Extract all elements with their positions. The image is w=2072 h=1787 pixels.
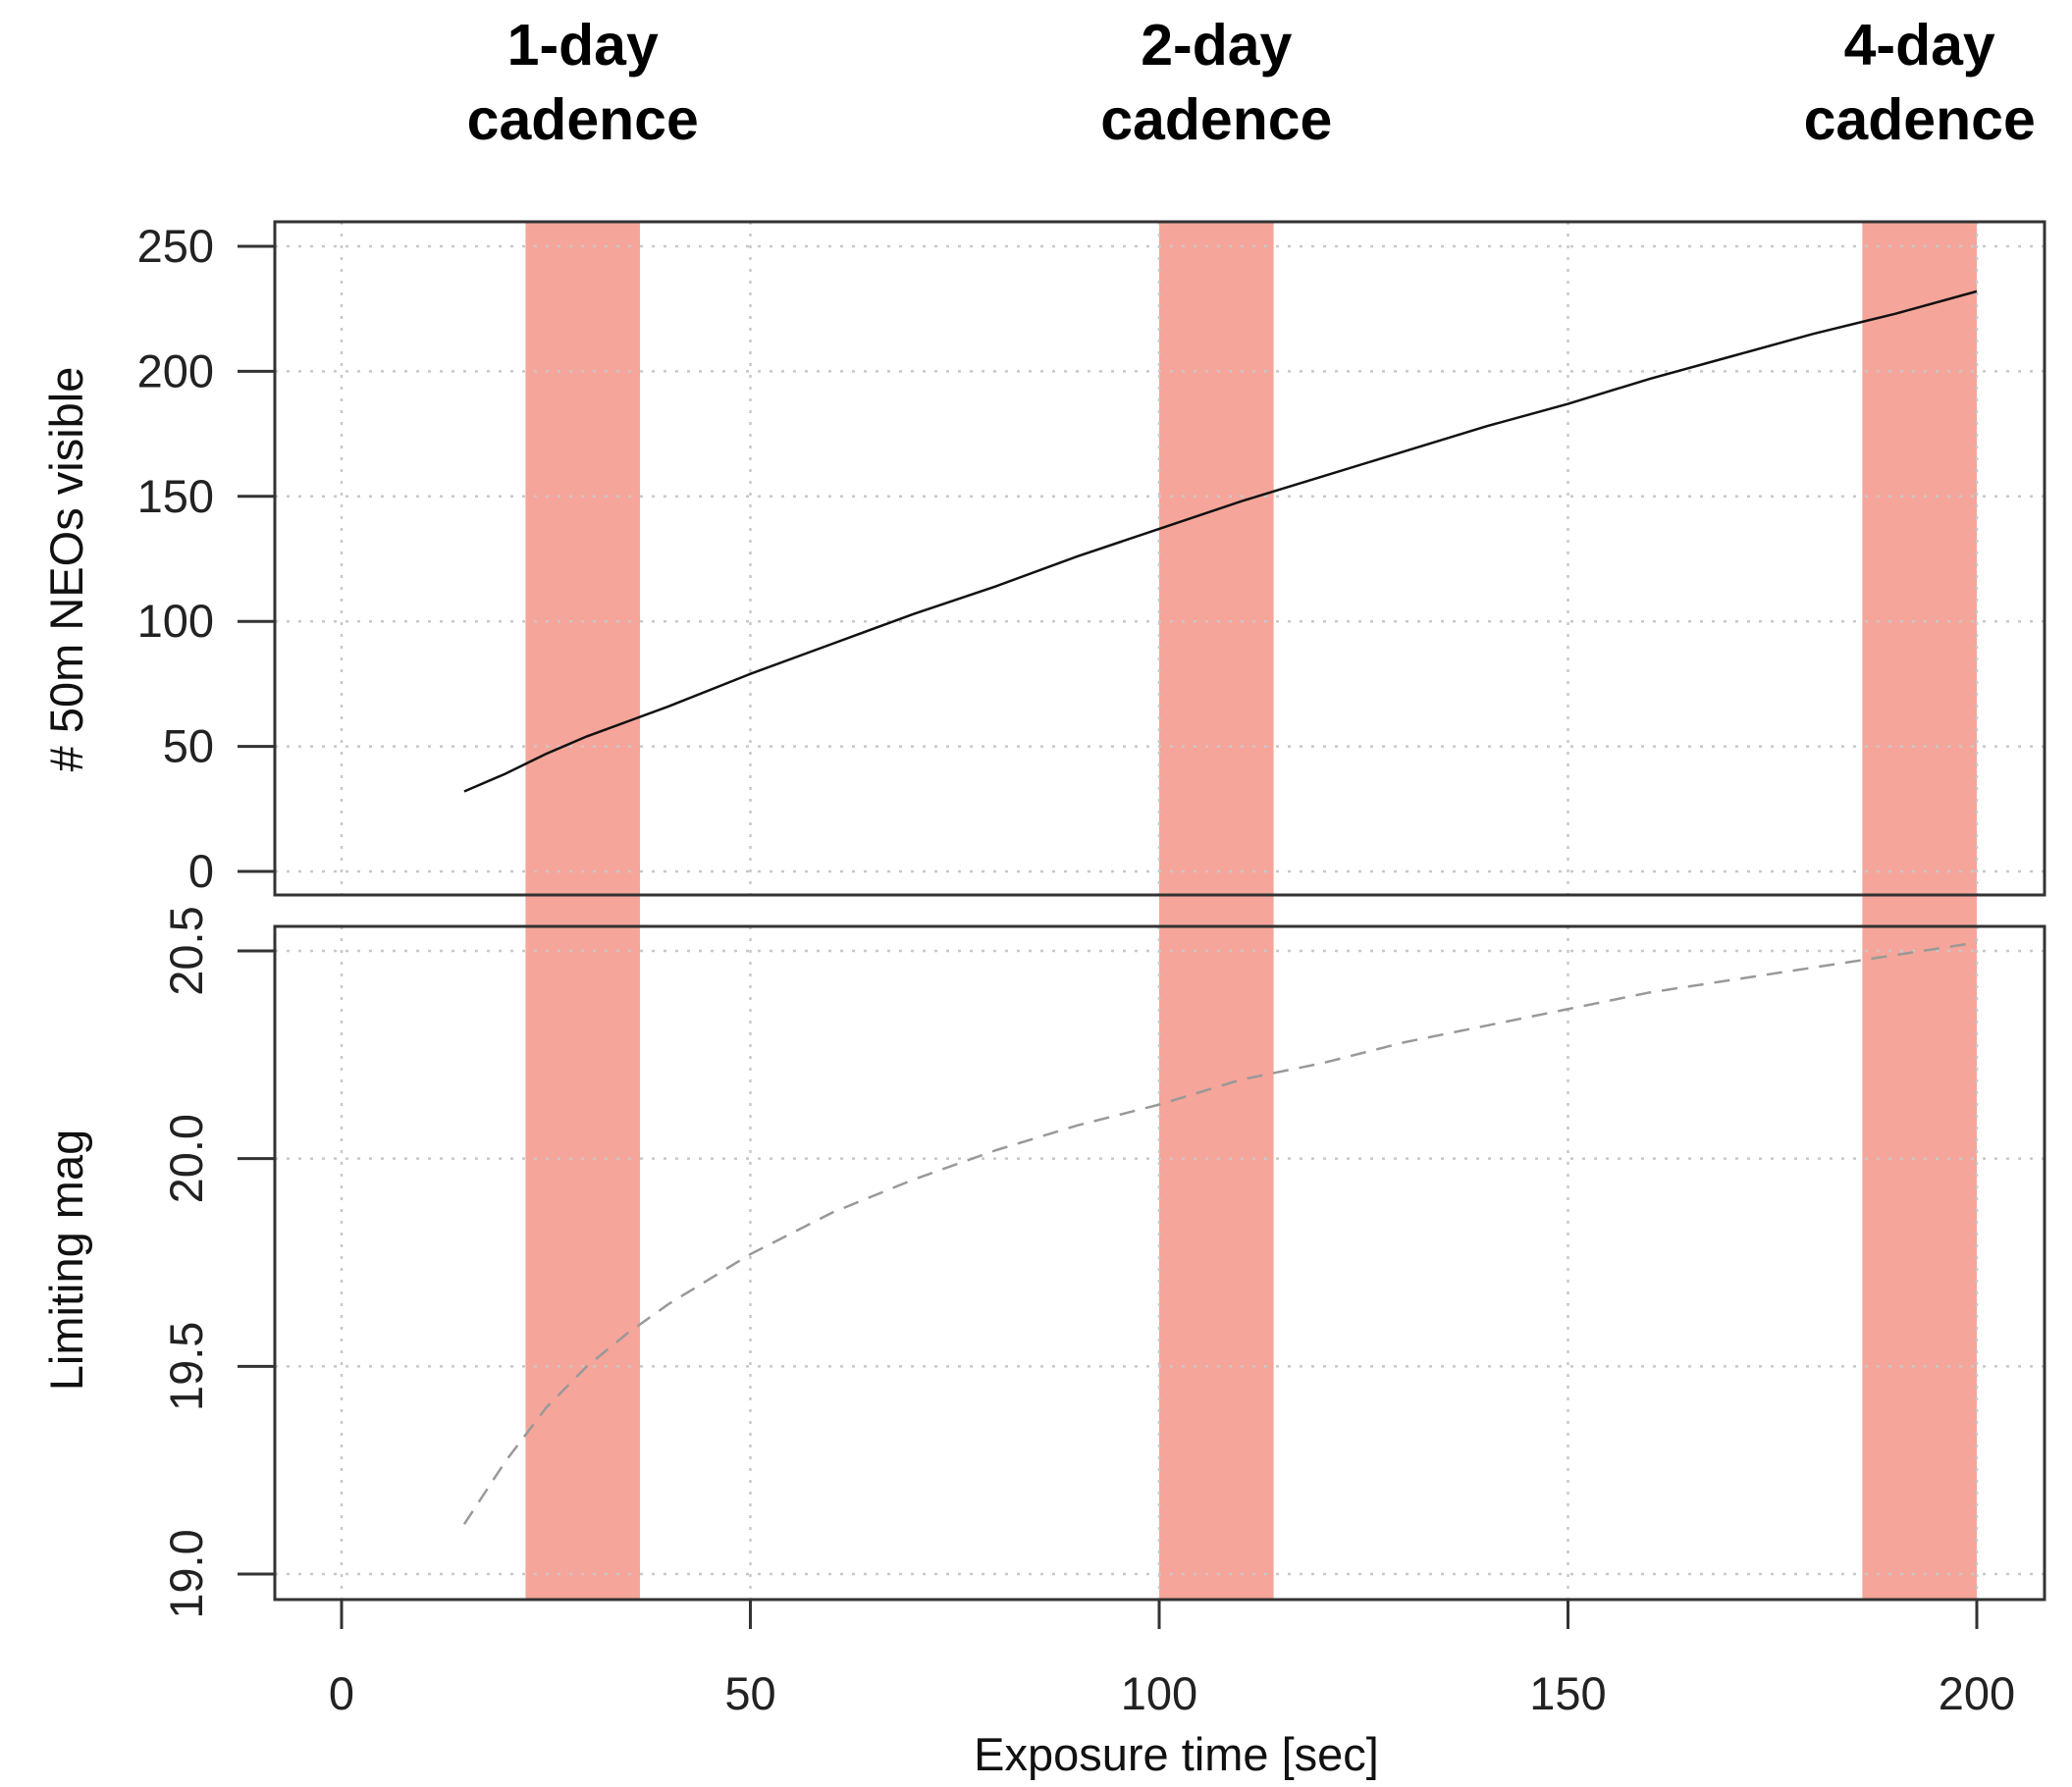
x-tick-label: 200: [1939, 1667, 2015, 1719]
cadence-band-3: [1862, 222, 1977, 1600]
top-panel-frame: [273, 220, 2046, 897]
x-tick-label: 0: [329, 1667, 354, 1719]
cadence-label-line: cadence: [1804, 87, 2036, 152]
y-tick-label: 200: [137, 344, 214, 396]
y-tick-label: 19.5: [160, 1322, 212, 1411]
y-axis-title-top: # 50m NEOs visible: [40, 367, 92, 772]
x-axis-title: Exposure time [sec]: [974, 1728, 1379, 1780]
series-lines: [462, 289, 1978, 1525]
cadence-label-1: 1-day cadence: [467, 13, 699, 152]
grid-lines: [275, 222, 2045, 1600]
cadence-label-3: 4-day cadence: [1804, 13, 2036, 152]
cadence-label-line: cadence: [467, 87, 699, 152]
y-tick-label: 150: [137, 470, 214, 522]
x-tick-label: 50: [724, 1667, 775, 1719]
cadence-label-2: 2-day cadence: [1100, 13, 1332, 152]
cadence-bands: [525, 222, 1977, 1600]
series-line-neos-visible: [463, 289, 1978, 793]
cadence-band-1: [525, 222, 641, 1600]
y-tick-label: 20.0: [160, 1114, 212, 1203]
y-tick-label: 100: [137, 595, 214, 647]
y-tick-label: 250: [137, 220, 214, 272]
cadence-label-line: 4-day: [1844, 13, 1995, 78]
cadence-labels: 1-day cadence 2-day cadence 4-day cadence: [467, 13, 2036, 152]
cadence-label-line: cadence: [1100, 87, 1332, 152]
x-tick-label: 100: [1121, 1667, 1197, 1719]
y-tick-label: 20.5: [160, 906, 212, 995]
y-axis-title-bottom: Limiting mag: [40, 1130, 92, 1391]
y-tick-label: 0: [188, 845, 214, 897]
y-tick-label: 50: [163, 720, 214, 772]
series-line-limiting-mag: [462, 941, 1978, 1525]
x-tick-label: 150: [1529, 1667, 1606, 1719]
cadence-band-2: [1159, 222, 1274, 1600]
cadence-label-line: 1-day: [507, 13, 659, 78]
y-tick-label: 19.0: [160, 1529, 212, 1618]
axes: 0 50 100 150 200 Exposure time [sec] 0 50 100 150…: [40, 220, 2015, 1780]
cadence-label-line: 2-day: [1141, 13, 1292, 78]
